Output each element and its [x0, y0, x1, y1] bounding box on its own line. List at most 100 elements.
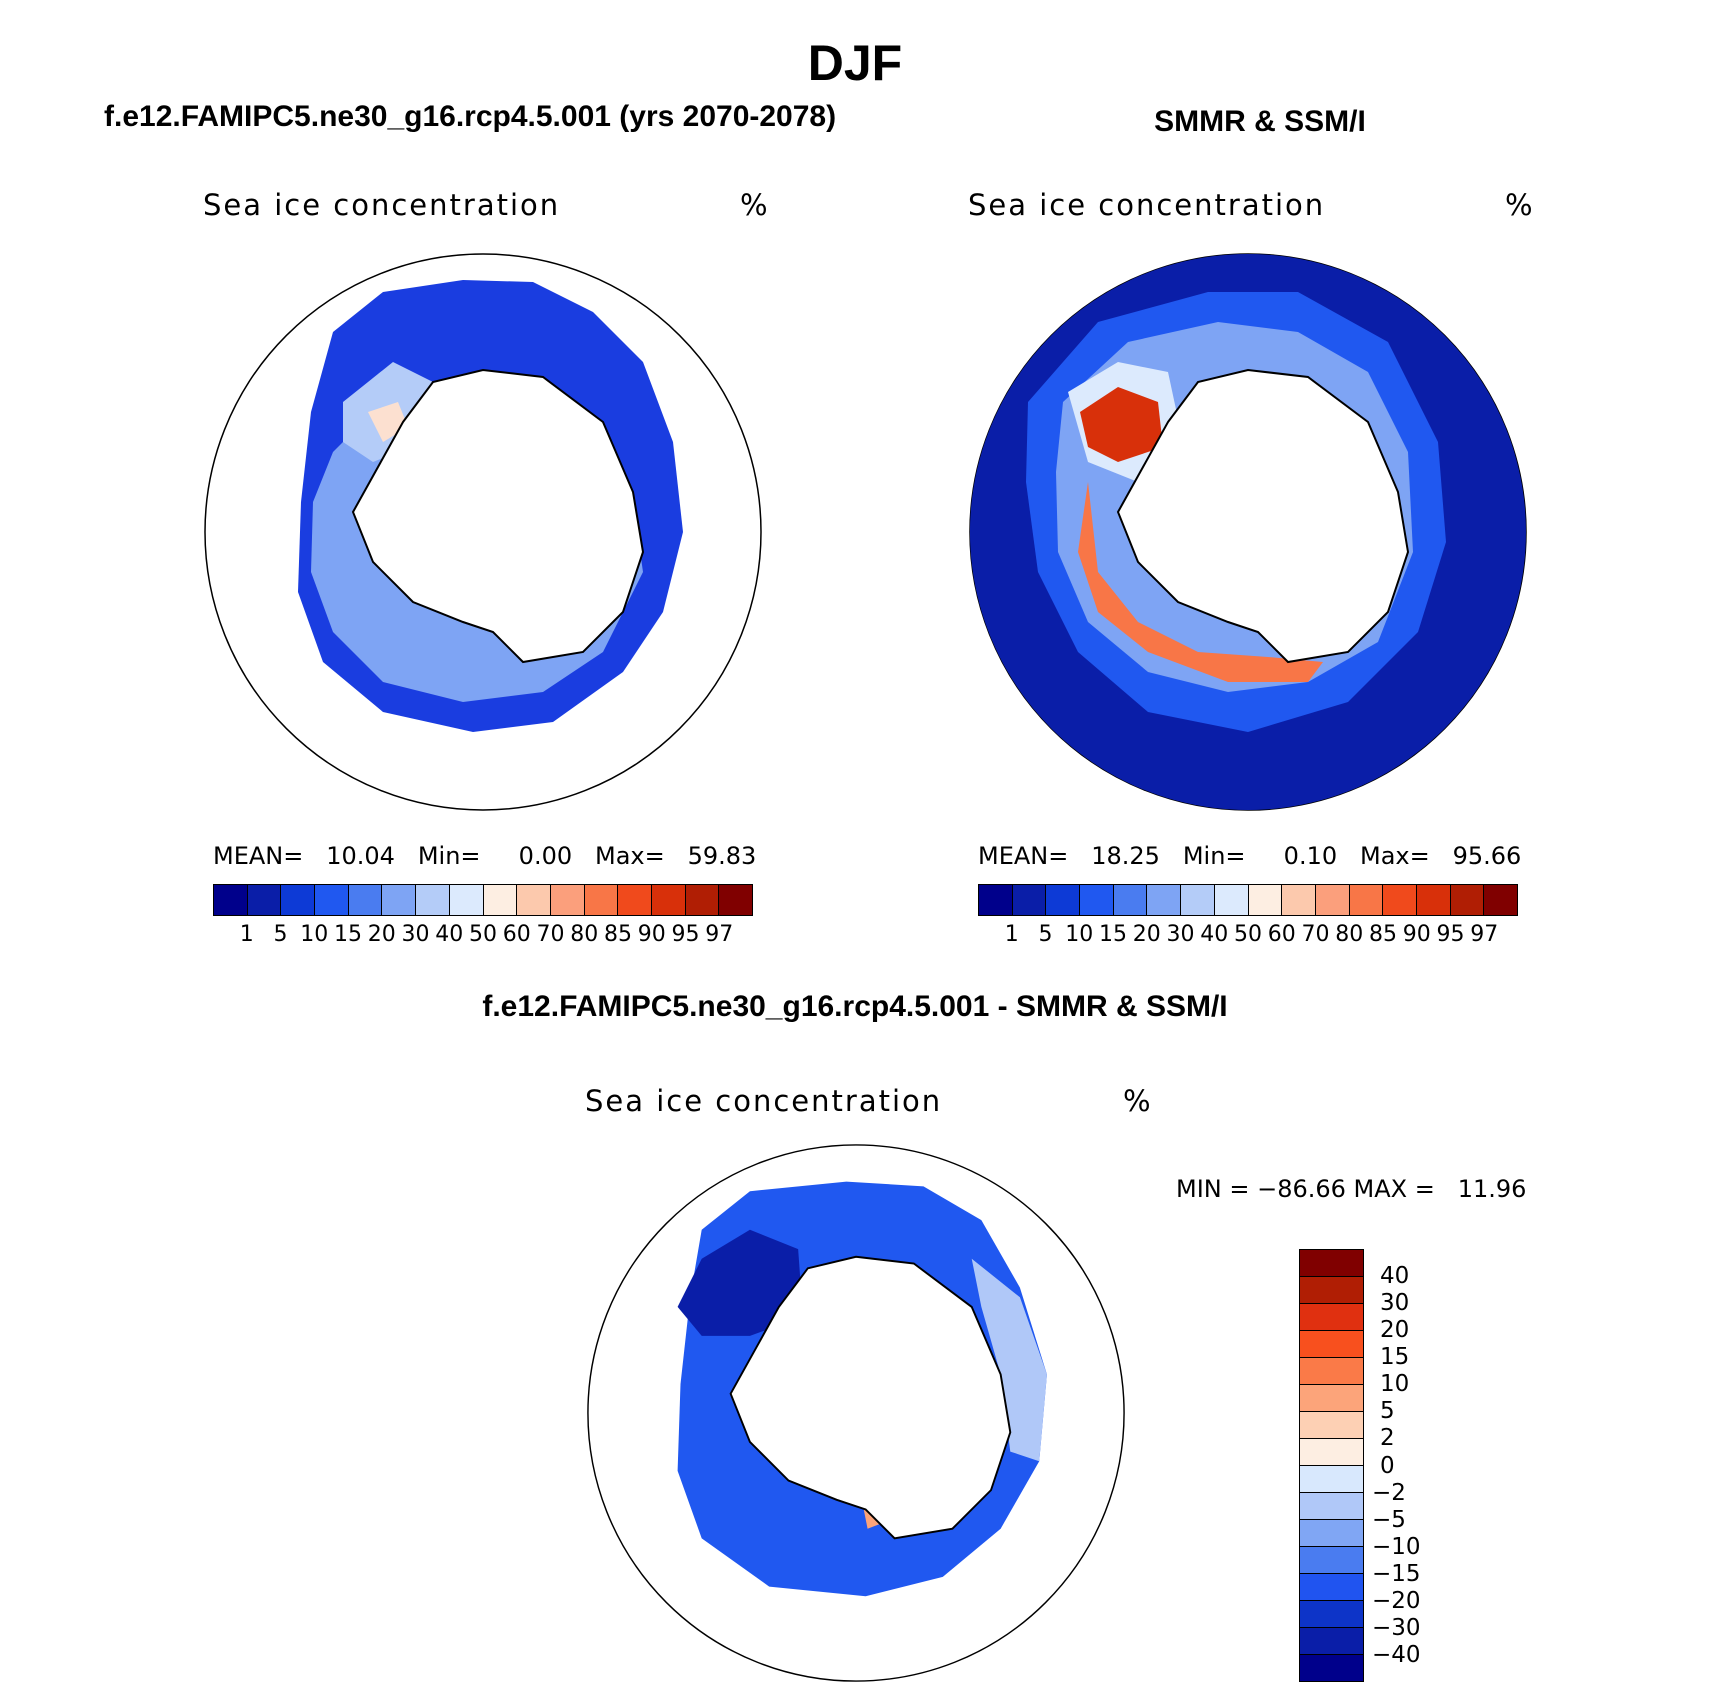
colorbar-tick-label: 90 — [637, 922, 666, 947]
colorbar-swatch — [651, 885, 686, 915]
colorbar-tick-label: 90 — [1402, 922, 1431, 947]
colorbar-tick-label: −30 — [1372, 1614, 1421, 1641]
panel-right-map — [969, 253, 1527, 811]
panel-left-subtitle: Sea ice concentration — [203, 188, 561, 222]
colorbar-swatch — [348, 885, 383, 915]
colorbar-swatch — [1300, 1574, 1363, 1601]
colorbar-swatch — [483, 885, 518, 915]
colorbar-swatch — [1300, 1250, 1363, 1277]
colorbar-swatch — [1383, 885, 1417, 915]
panel-right-subtitle: Sea ice concentration — [968, 188, 1326, 222]
colorbar-tick-label: 85 — [1369, 922, 1397, 947]
colorbar-tick-label: 50 — [469, 922, 497, 947]
colorbar-swatch — [1214, 885, 1249, 915]
antarctica — [729, 1255, 1012, 1540]
colorbar-tick-label: 5 — [1038, 922, 1053, 947]
colorbar-swatch — [382, 885, 417, 915]
colorbar-tick-label: 50 — [1234, 922, 1262, 947]
colorbar-tick-label: 70 — [536, 922, 565, 947]
colorbar-tick-label: 95 — [1436, 922, 1465, 947]
colorbar-swatch — [1181, 885, 1215, 915]
colorbar-tick-label: 2 — [1380, 1425, 1395, 1452]
colorbar-swatch — [1416, 885, 1451, 915]
colorbar-tick-label: 70 — [1301, 922, 1330, 947]
colorbar-tick-label: −20 — [1372, 1587, 1421, 1614]
panel-left-stats: MEAN= 10.04 Min= 0.00 Max= 59.83 — [213, 842, 757, 870]
colorbar-swatch — [1300, 1439, 1363, 1466]
colorbar-swatch — [1349, 885, 1384, 915]
colorbar-swatch — [1300, 1331, 1363, 1358]
colorbar-swatch — [618, 885, 652, 915]
colorbar-swatch — [1300, 1628, 1363, 1655]
colorbar-swatch — [1282, 885, 1316, 915]
panel-right-colorbar — [978, 884, 1518, 916]
colorbar-tick-label: 10 — [1380, 1371, 1410, 1398]
colorbar-tick-label: 20 — [1132, 922, 1161, 947]
colorbar-swatch — [1315, 885, 1350, 915]
panel-right-unit: % — [1505, 188, 1533, 222]
colorbar-tick-label: −40 — [1372, 1641, 1421, 1668]
colorbar-swatch — [1450, 885, 1485, 915]
colorbar-tick-label: 20 — [367, 922, 396, 947]
colorbar-swatch — [1300, 1493, 1363, 1520]
colorbar-tick-label: −15 — [1372, 1560, 1421, 1587]
colorbar-tick-label: 1 — [239, 922, 254, 947]
colorbar-swatch — [1113, 885, 1148, 915]
colorbar-swatch — [1080, 885, 1114, 915]
sea-ice-field — [971, 1258, 1047, 1462]
colorbar-swatch — [1147, 885, 1182, 915]
colorbar-swatch — [1484, 885, 1517, 915]
colorbar-tick-label: −2 — [1372, 1479, 1406, 1506]
colorbar-tick-label: 60 — [1267, 922, 1296, 947]
colorbar-swatch — [1300, 1304, 1363, 1331]
diff-panel-map — [587, 1144, 1125, 1682]
colorbar-swatch — [719, 885, 752, 915]
sea-ice-field — [1080, 387, 1163, 462]
colorbar-tick-label: 15 — [1380, 1344, 1410, 1371]
colorbar-tick-label: 60 — [502, 922, 531, 947]
colorbar-tick-label: 15 — [1099, 922, 1127, 947]
colorbar-tick-label: 30 — [1380, 1290, 1410, 1317]
colorbar-swatch — [1300, 1547, 1363, 1574]
colorbar-tick-label: 97 — [1470, 922, 1499, 947]
panel-left-colorbar — [213, 884, 753, 916]
colorbar-swatch — [979, 885, 1013, 915]
diff-panel-subtitle: Sea ice concentration — [585, 1084, 943, 1118]
panel-right-colorbar-labels: 1 5 10 15 20 30 40 50 60 70 80 85 90 95 97 — [978, 922, 1518, 952]
diff-panel-stats: MIN = −86.66 MAX = 11.96 — [1176, 1175, 1527, 1203]
colorbar-tick-label: 30 — [1166, 922, 1195, 947]
panel-left-colorbar-labels: 1 5 10 15 20 30 40 50 60 70 80 85 90 95 97 — [213, 922, 753, 952]
colorbar-tick-label: 85 — [604, 922, 632, 947]
colorbar-swatch — [1248, 885, 1283, 915]
colorbar-tick-label: 5 — [1380, 1398, 1395, 1425]
colorbar-tick-label: 5 — [273, 922, 288, 947]
sea-ice-field — [1078, 482, 1323, 682]
diff-panel-colorbar-labels: 40 30 20 15 10 5 2 0 −2 −5 −10 −15 −20 −30 −40 — [1372, 1249, 1452, 1682]
sea-ice-field — [677, 1229, 803, 1336]
colorbar-swatch — [449, 885, 484, 915]
colorbar-tick-label: 40 — [1380, 1263, 1410, 1290]
colorbar-swatch — [1300, 1412, 1363, 1439]
colorbar-tick-label: 40 — [1200, 922, 1229, 947]
antarctica — [1116, 368, 1410, 664]
colorbar-tick-label: 0 — [1380, 1452, 1395, 1479]
colorbar-swatch — [550, 885, 585, 915]
colorbar-swatch — [685, 885, 720, 915]
antarctica — [351, 368, 645, 664]
colorbar-tick-label: 20 — [1380, 1317, 1410, 1344]
panel-left-unit: % — [740, 188, 768, 222]
colorbar-swatch — [1300, 1385, 1363, 1412]
colorbar-tick-label: 1 — [1004, 922, 1019, 947]
colorbar-tick-label: 15 — [334, 922, 362, 947]
colorbar-swatch — [1300, 1466, 1363, 1493]
colorbar-swatch — [416, 885, 450, 915]
colorbar-swatch — [1300, 1358, 1363, 1385]
panel-right-stats: MEAN= 18.25 Min= 0.10 Max= 95.66 — [978, 842, 1522, 870]
colorbar-tick-label: 30 — [401, 922, 430, 947]
colorbar-tick-label: 40 — [435, 922, 464, 947]
colorbar-tick-label: 97 — [705, 922, 734, 947]
diff-panel-colorbar — [1299, 1249, 1364, 1682]
colorbar-tick-label: −10 — [1372, 1533, 1421, 1560]
colorbar-swatch — [1300, 1520, 1363, 1547]
colorbar-swatch — [315, 885, 349, 915]
